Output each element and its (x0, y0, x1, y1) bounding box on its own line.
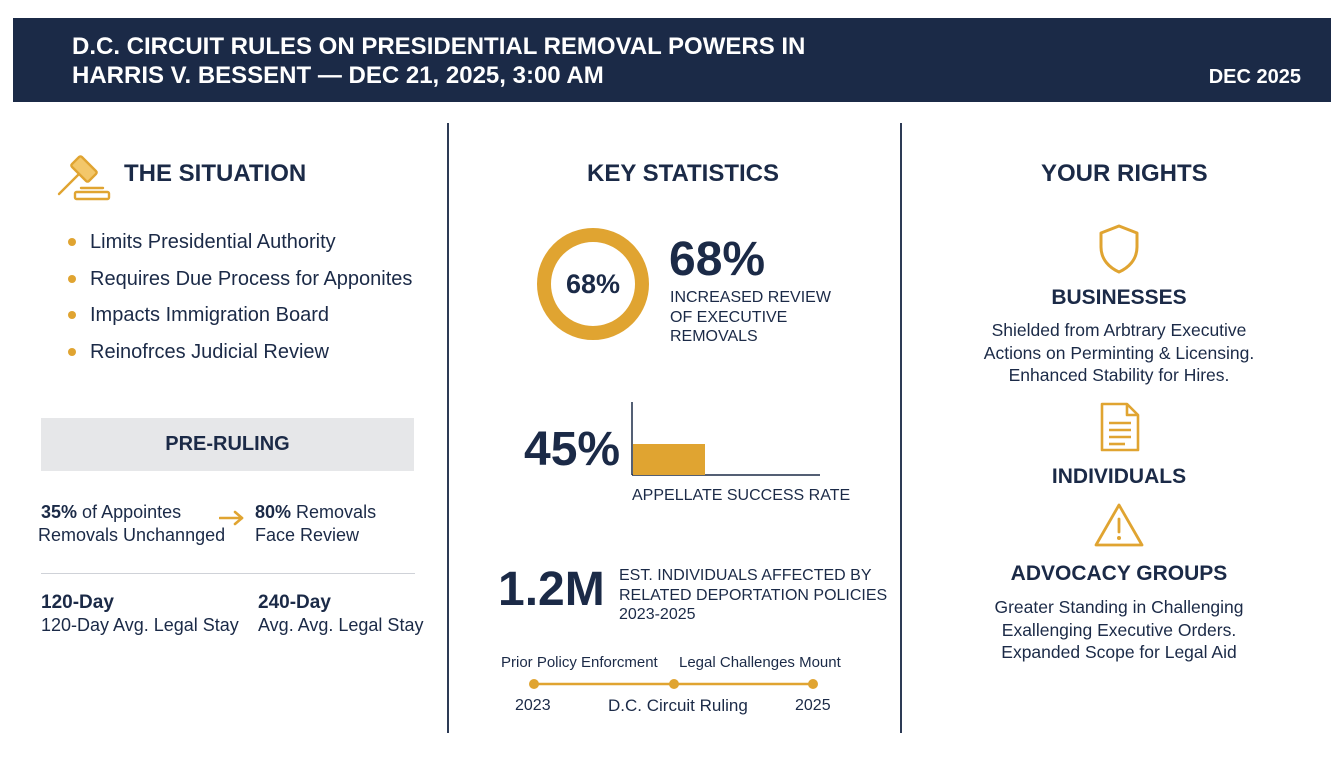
individuals-heading: INDIVIDUALS (1051, 465, 1187, 488)
bullet-dot (68, 274, 76, 283)
page-title-line-2: HARRIS V. BESSENT — DEC 21, 2025, 3:00 A… (72, 62, 604, 89)
bullet-text: Impacts Immigration Board (90, 304, 329, 326)
bullet-dot (68, 347, 76, 356)
pre-ruling-label: PRE-RULING (41, 418, 414, 471)
caption-line: OF EXECUTIVE (670, 308, 788, 326)
stat-value: 80% (255, 502, 292, 522)
rights-line: Actions on Perminting & Licensing. (983, 342, 1255, 363)
timeline-dot-end (808, 679, 818, 689)
column-divider-left (447, 123, 449, 733)
donut-inner-label: 68% (566, 269, 620, 299)
donut-track (537, 228, 649, 340)
stat-text: Face Review (255, 525, 360, 545)
situation-title: THE SITUATION (124, 160, 307, 187)
page-title-line-1: D.C. CIRCUIT RULES ON PRESIDENTIAL REMOV… (72, 33, 806, 60)
page-title: D.C. CIRCUIT RULES ON PRESIDENTIAL REMOV… (72, 32, 972, 90)
donut-big-value: 68% (669, 233, 766, 286)
rights-line: Expanded Scope for Legal Aid (1001, 642, 1237, 662)
donut-caption: INCREASED REVIEW OF EXECUTIVE REMOVALS (670, 288, 831, 347)
affected-caption: EST. INDIVIDUALS AFFECTED BY RELATED DEP… (619, 566, 887, 625)
timeline-track (529, 679, 818, 689)
businesses-heading: BUSINESSES (1051, 286, 1187, 309)
advocacy-heading: ADVOCACY GROUPS (1010, 562, 1228, 585)
list-item: Limits Presidential Authority (66, 228, 436, 265)
legal-stay-right: 240-Day Avg. Avg. Legal Stay (258, 591, 423, 637)
rights-line: Exallenging Executive Orders. (1001, 619, 1237, 640)
advocacy-text: Greater Standing in Challenging Exalleng… (959, 596, 1279, 664)
stat-text: Removals Unchannged (38, 525, 226, 545)
header-banner: D.C. CIRCUIT RULES ON PRESIDENTIAL REMOV… (13, 18, 1331, 102)
stat-text: Removals (296, 502, 377, 522)
timeline-start-year: 2023 (515, 697, 551, 714)
bullet-dot (68, 238, 76, 246)
warning-icon (1094, 503, 1144, 547)
stat-text: of Appointes (82, 502, 182, 522)
rights-line: Greater Standing in Challenging (994, 597, 1244, 617)
bar-fill (633, 444, 705, 475)
shield-icon (1099, 224, 1139, 274)
timeline-dot-middle (669, 679, 679, 689)
businesses-text: Shielded from Arbtrary Executive Actions… (959, 319, 1279, 387)
caption-line: EST. INDIVIDUALS AFFECTED BY (619, 567, 872, 584)
stat-value: 35% (41, 502, 78, 522)
header-date: DEC 2025 (1208, 66, 1301, 88)
caption-line: INCREASED REVIEW (670, 289, 831, 306)
section-divider (41, 573, 415, 574)
caption-line: 2023-2025 (619, 606, 696, 623)
stay-text: Avg. Avg. Legal Stay (258, 615, 424, 635)
donut-gauge: 68% (537, 228, 649, 340)
bar-caption: APPELLATE SUCCESS RATE (632, 487, 851, 504)
rights-line: Shielded from Arbtrary Executive (991, 320, 1247, 340)
gavel-icon (57, 155, 111, 201)
appellate-bar-chart (631, 402, 820, 476)
rights-line: Enhanced Stability for Hires. (1008, 365, 1230, 385)
timeline-label-top-right: Legal Challenges Mount (679, 654, 841, 671)
document-icon (1100, 402, 1140, 452)
timeline-middle-label: D.C. Circuit Ruling (608, 696, 748, 715)
legal-stay-left: 120-Day 120-Day Avg. Legal Stay (41, 591, 239, 637)
bullet-text: Limits Presidential Authority (90, 231, 336, 253)
stay-value: 240-Day (258, 592, 331, 613)
column-divider-right (900, 123, 902, 733)
list-item: Reinofrces Judicial Review (66, 338, 436, 375)
rights-title: YOUR RIGHTS (1041, 160, 1208, 187)
statistics-title: KEY STATISTICS (587, 160, 780, 187)
timeline-label-top-left: Prior Policy Enforcment (501, 654, 658, 671)
stay-value: 120-Day (41, 592, 114, 613)
bar-big-value: 45% (524, 423, 621, 476)
situation-bullet-list: Limits Presidential Authority Requires D… (66, 228, 436, 374)
arrow-right-icon (219, 510, 244, 526)
bullet-text: Requires Due Process for Apponites (90, 267, 413, 290)
caption-line: RELATED DEPORTATION POLICIES (619, 586, 888, 604)
timeline-dot-start (529, 679, 539, 689)
timeline-end-year: 2025 (795, 697, 831, 714)
bullet-text: Reinofrces Judicial Review (90, 340, 329, 363)
list-item: Impacts Immigration Board (66, 301, 436, 338)
pre-ruling-stat-left: 35% of Appointes Removals Unchannged (38, 501, 226, 547)
bullet-dot (68, 311, 76, 319)
caption-line: REMOVALS (670, 328, 758, 345)
list-item: Requires Due Process for Apponites (66, 265, 436, 302)
affected-big-value: 1.2M (498, 563, 605, 616)
pre-ruling-stat-right: 80% Removals Face Review (255, 501, 376, 547)
stay-text: 120-Day Avg. Legal Stay (41, 615, 239, 635)
